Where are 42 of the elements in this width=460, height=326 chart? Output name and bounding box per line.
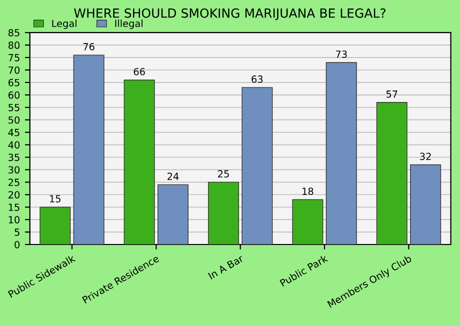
bar [376, 102, 408, 244]
y-tick-label: 15 [8, 204, 20, 211]
y-tick-label: 55 [8, 104, 20, 112]
bar [326, 62, 357, 244]
data-label: 76 [83, 43, 94, 50]
bar [292, 199, 324, 244]
y-tick-label: 30 [8, 166, 20, 174]
bar [242, 87, 273, 244]
x-tick-label: In A Bar [208, 254, 244, 280]
data-label: 63 [252, 75, 263, 83]
y-tick-label: 60 [8, 91, 20, 99]
data-label: 66 [134, 68, 145, 76]
y-tick-label: 45 [8, 128, 20, 136]
y-tick-label: 10 [8, 216, 20, 224]
y-tick-label: 75 [8, 54, 20, 62]
data-label: 25 [218, 170, 229, 178]
y-tick-label: 80 [8, 42, 20, 49]
y-tick-label: 5 [14, 228, 20, 236]
legend-label: Illegal [115, 20, 142, 29]
data-label: 57 [386, 90, 398, 98]
bar [124, 80, 155, 244]
y-tick-label: 85 [8, 29, 20, 36]
legend-label: Legal [52, 20, 76, 29]
data-label: 32 [420, 152, 431, 160]
bar [208, 182, 240, 244]
bar [40, 206, 71, 244]
chart-title: WHERE SHOULD SMOKING MARIJUANA BE LEGAL? [74, 8, 386, 20]
bar [158, 184, 189, 244]
y-tick-label: 50 [8, 116, 20, 124]
y-tick-label: 20 [8, 191, 20, 198]
data-label: 24 [168, 172, 179, 180]
data-label: 18 [302, 188, 314, 195]
y-tick-label: 40 [8, 141, 20, 149]
y-tick-label: 65 [8, 78, 20, 86]
y-tick-label: 70 [8, 66, 20, 74]
data-label: 73 [336, 50, 347, 58]
bar [410, 164, 442, 244]
y-tick-label: 35 [8, 154, 20, 162]
bar [73, 54, 104, 244]
y-tick-label: 0 [14, 240, 20, 248]
y-tick-label: 25 [8, 178, 20, 186]
data-label: 15 [50, 195, 60, 202]
